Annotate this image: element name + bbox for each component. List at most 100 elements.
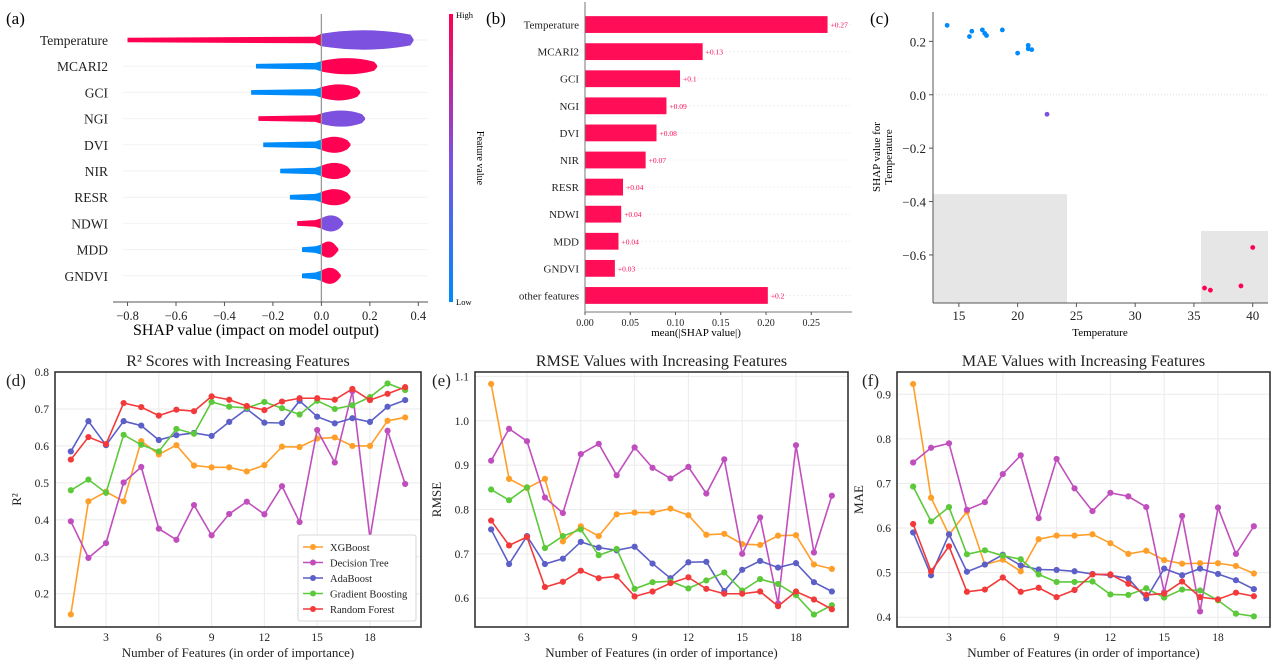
feature-label: MDD	[76, 243, 108, 258]
data-point	[314, 426, 321, 434]
data-point	[757, 541, 764, 549]
data-point	[1035, 566, 1042, 573]
legend-item: AdaBoost	[303, 574, 372, 585]
series-line	[70, 386, 406, 461]
data-point	[349, 385, 356, 393]
data-point	[488, 517, 495, 524]
x-tick-label: 15	[736, 632, 748, 644]
data-point	[774, 580, 782, 588]
bar-value-label: +0.03	[618, 264, 636, 273]
data-point	[703, 490, 710, 497]
series-gradient-boosting	[910, 483, 1257, 620]
data-point	[1250, 593, 1257, 600]
y-tick-label: 0.2	[910, 34, 926, 49]
data-point	[384, 390, 391, 397]
category-label: GCI	[560, 74, 579, 86]
data-point	[1232, 589, 1240, 596]
data-point	[138, 404, 145, 411]
feature-label: GNDVI	[65, 269, 109, 284]
data-point	[559, 538, 566, 545]
data-point	[1179, 572, 1186, 579]
data-point	[1179, 586, 1186, 593]
x-tick-label: 0.20	[757, 318, 775, 329]
data-point	[488, 380, 495, 388]
data-point	[1107, 489, 1114, 496]
data-point	[85, 554, 92, 561]
bar	[585, 178, 624, 196]
series-line	[490, 529, 833, 593]
data-point	[981, 586, 988, 593]
series-adaboost	[67, 396, 409, 455]
data-point	[703, 577, 710, 584]
feature-label: GCI	[85, 85, 109, 100]
violin-positive-part	[321, 110, 365, 127]
violin-positive-part	[321, 162, 351, 180]
x-tick-label: −0.4	[213, 309, 236, 323]
scatter-point	[1250, 245, 1256, 250]
x-tick-label: −0.8	[116, 309, 139, 323]
data-point	[1232, 550, 1240, 557]
x-tick-label: 0.0	[314, 309, 330, 323]
panel-label-e: (e)	[432, 371, 451, 390]
colorbar-label: Feature value	[474, 131, 485, 186]
series-line	[490, 383, 833, 570]
y-tick-label: −0.2	[902, 141, 926, 156]
data-point	[505, 475, 513, 482]
y-tick-label: 1.0	[455, 416, 470, 428]
data-point	[703, 531, 710, 538]
data-point	[314, 413, 321, 420]
y-tick-label: 0.6	[877, 523, 892, 535]
data-point	[1143, 503, 1150, 511]
data-point	[963, 551, 971, 558]
data-point	[505, 542, 513, 549]
violin-positive-part	[321, 84, 361, 101]
legend-marker	[310, 544, 316, 550]
y-tick-label: 0.8	[35, 367, 50, 379]
legend-marker	[310, 590, 316, 597]
panel-d-r2-scores: R² Scores with Increasing Features (d) 3 6 9…	[6, 353, 422, 660]
y-tick-label: 0.5	[35, 478, 50, 490]
bar-value-label: +0.04	[626, 183, 644, 192]
series-decision-tree	[488, 425, 835, 607]
data-point	[910, 529, 917, 536]
x-tick-label: 0.15	[712, 318, 730, 329]
data-point	[155, 448, 162, 455]
feature-label: NDWI	[71, 216, 108, 231]
data-point	[85, 476, 92, 483]
panel-label-a: (a)	[6, 9, 25, 28]
data-point	[1089, 507, 1096, 515]
bar	[585, 259, 615, 277]
panel-b-mean-shap-bar: (b) Temperature +0.27 MCARI2 +0.13 GCI +0.1 NG…	[486, 2, 852, 339]
data-point	[945, 503, 953, 511]
legend-label: Random Forest	[330, 605, 395, 616]
data-point	[1196, 560, 1204, 567]
data-point	[559, 578, 566, 585]
panel-label-c: (c)	[870, 9, 889, 28]
data-point	[1053, 566, 1060, 574]
x-tick-label: −0.6	[165, 309, 188, 323]
data-point	[721, 590, 728, 597]
data-point	[226, 510, 233, 518]
legend-item: Random Forest	[303, 605, 395, 616]
panel-e-rmse-values: RMSE Values with Increasing Features (e) 3…	[429, 353, 849, 660]
series-random-forest	[910, 520, 1257, 603]
y-tick-label: 0.7	[455, 549, 470, 561]
data-point	[523, 484, 531, 491]
data-point	[685, 585, 692, 592]
data-point	[963, 506, 971, 513]
x-tick-label: 0.10	[667, 318, 685, 329]
data-point	[523, 438, 531, 445]
data-point	[774, 603, 782, 610]
bar	[585, 287, 768, 304]
x-tick-label: 0.4	[410, 309, 426, 323]
data-point	[703, 585, 710, 592]
series-line	[70, 382, 406, 495]
data-point	[120, 431, 127, 438]
data-point	[523, 533, 531, 541]
data-point	[296, 395, 303, 402]
data-point	[685, 559, 692, 566]
data-point	[296, 411, 303, 418]
data-point	[226, 396, 233, 403]
data-point	[810, 596, 818, 603]
data-point	[981, 547, 988, 554]
